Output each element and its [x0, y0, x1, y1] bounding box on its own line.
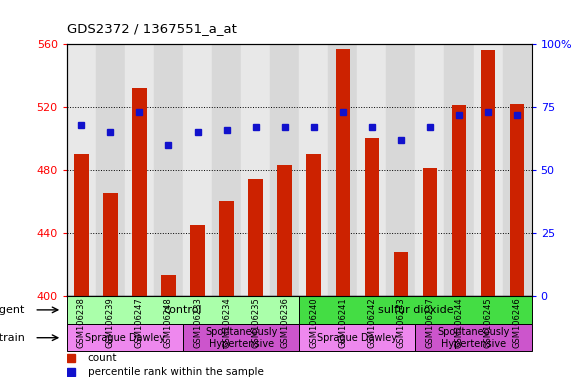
Text: GSM106238: GSM106238: [77, 297, 86, 348]
Text: GDS2372 / 1367551_a_at: GDS2372 / 1367551_a_at: [67, 22, 236, 35]
Bar: [154, 44, 183, 296]
Bar: [220, 201, 234, 296]
Bar: [328, 44, 357, 296]
Bar: [307, 154, 321, 296]
Text: GSM106247: GSM106247: [135, 297, 144, 348]
Text: GSM106236: GSM106236: [280, 297, 289, 348]
Bar: [510, 104, 524, 296]
Bar: [103, 194, 117, 296]
Text: GSM106246: GSM106246: [512, 297, 522, 348]
Bar: [299, 296, 532, 324]
Text: GSM106245: GSM106245: [483, 297, 493, 348]
Bar: [444, 44, 474, 296]
Bar: [191, 225, 205, 296]
Text: GSM106233: GSM106233: [193, 297, 202, 348]
Bar: [481, 50, 495, 296]
Bar: [67, 324, 183, 351]
Bar: [162, 275, 176, 296]
Text: GSM106237: GSM106237: [425, 297, 435, 348]
Text: Spontaneously
Hypertensive: Spontaneously Hypertensive: [205, 327, 277, 349]
Bar: [96, 44, 125, 296]
Bar: [503, 44, 532, 296]
Text: count: count: [88, 353, 117, 363]
Text: GSM106242: GSM106242: [367, 297, 376, 348]
Bar: [299, 44, 328, 296]
Text: control: control: [164, 305, 202, 315]
Text: Sprague Dawley: Sprague Dawley: [85, 333, 165, 343]
Bar: [183, 44, 212, 296]
Bar: [474, 44, 503, 296]
Text: Sprague Dawley: Sprague Dawley: [317, 333, 397, 343]
Bar: [365, 138, 379, 296]
Bar: [415, 44, 444, 296]
Text: GSM106248: GSM106248: [164, 297, 173, 348]
Text: GSM106235: GSM106235: [251, 297, 260, 348]
Bar: [299, 324, 415, 351]
Text: strain: strain: [0, 333, 25, 343]
Bar: [357, 44, 386, 296]
Bar: [249, 179, 263, 296]
Text: GSM106243: GSM106243: [396, 297, 406, 348]
Bar: [394, 252, 408, 296]
Bar: [241, 44, 270, 296]
Bar: [125, 44, 154, 296]
Bar: [278, 165, 292, 296]
Text: agent: agent: [0, 305, 25, 315]
Bar: [132, 88, 147, 296]
Bar: [67, 296, 299, 324]
Bar: [386, 44, 415, 296]
Text: Spontaneously
Hypertensive: Spontaneously Hypertensive: [437, 327, 510, 349]
Bar: [67, 44, 96, 296]
Text: GSM106241: GSM106241: [338, 297, 347, 348]
Bar: [183, 324, 299, 351]
Text: sulfur dioxide: sulfur dioxide: [378, 305, 453, 315]
Bar: [270, 44, 299, 296]
Text: GSM106239: GSM106239: [106, 297, 115, 348]
Bar: [74, 154, 89, 296]
Bar: [336, 49, 350, 296]
Bar: [452, 106, 466, 296]
Text: GSM106240: GSM106240: [309, 297, 318, 348]
Text: GSM106244: GSM106244: [454, 297, 464, 348]
Bar: [415, 324, 532, 351]
Text: GSM106234: GSM106234: [222, 297, 231, 348]
Text: percentile rank within the sample: percentile rank within the sample: [88, 367, 264, 377]
Bar: [423, 168, 437, 296]
Bar: [212, 44, 241, 296]
